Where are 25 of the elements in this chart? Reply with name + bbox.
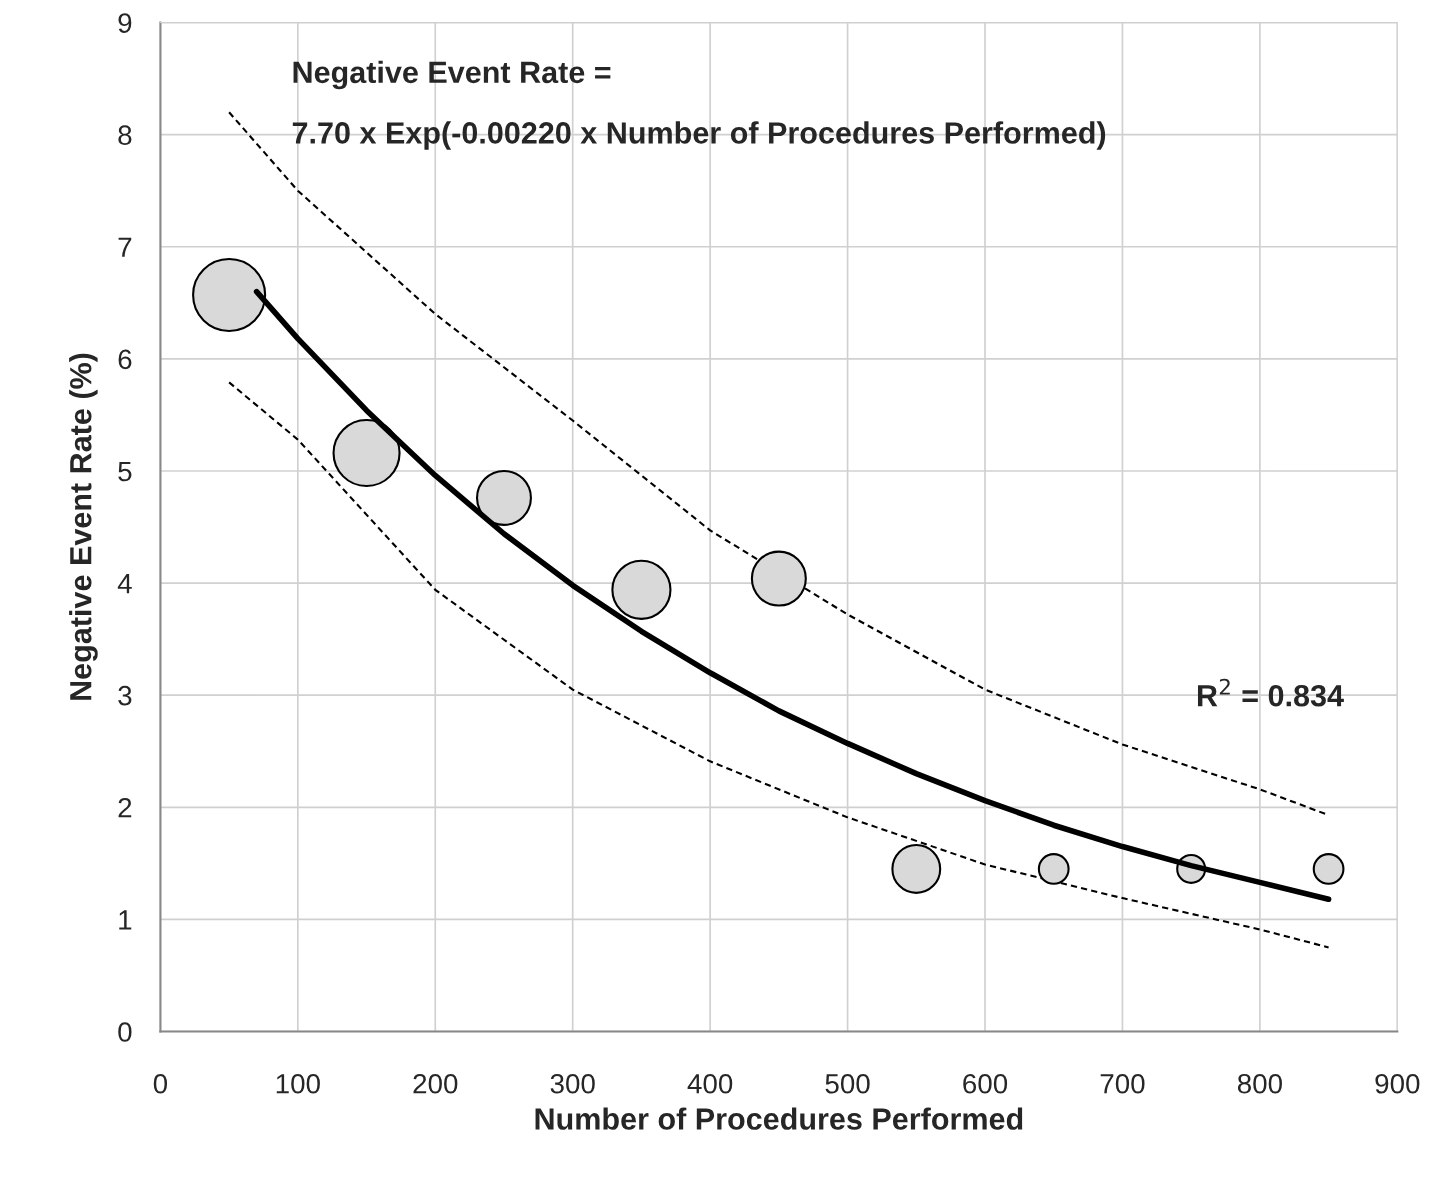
- y-tick-label: 6: [118, 349, 132, 370]
- annotation: R$^{2}$ = 0.834: [1197, 678, 1344, 707]
- y-tick-label: 0: [118, 1022, 132, 1042]
- x-tick-label: 100: [276, 1073, 320, 1094]
- y-tick-label: 3: [118, 685, 132, 706]
- y-tick-label: 5: [118, 461, 132, 482]
- x-tick-label: 200: [413, 1073, 458, 1094]
- y-tick-label: 1: [119, 910, 132, 930]
- annotation: Negative Event Rate =: [293, 60, 611, 90]
- y-tick-label: 2: [118, 797, 132, 818]
- y-tick-label: 7: [118, 237, 132, 257]
- y-tick-label: 8: [118, 125, 132, 145]
- x-tick-label: 500: [825, 1073, 870, 1094]
- x-axis-title: Number of Procedures Performed: [535, 1107, 1023, 1130]
- y-tick-label: 4: [117, 574, 132, 594]
- x-tick-label: 800: [1237, 1073, 1282, 1094]
- annotation: 7.70 x Exp(-0.00220 x Number of Procedures Performed): [292, 121, 1106, 150]
- x-tick-label: 300: [550, 1073, 595, 1094]
- y-tick-label: 9: [118, 13, 132, 33]
- x-tick-label: 900: [1375, 1073, 1420, 1094]
- x-tick-label: 600: [963, 1073, 1008, 1094]
- x-tick-label: 700: [1100, 1073, 1145, 1094]
- y-axis-title: Negative Event Rate (%): [69, 353, 98, 700]
- x-tick-label: 400: [687, 1073, 733, 1094]
- x-tick-label: 0: [153, 1073, 168, 1094]
